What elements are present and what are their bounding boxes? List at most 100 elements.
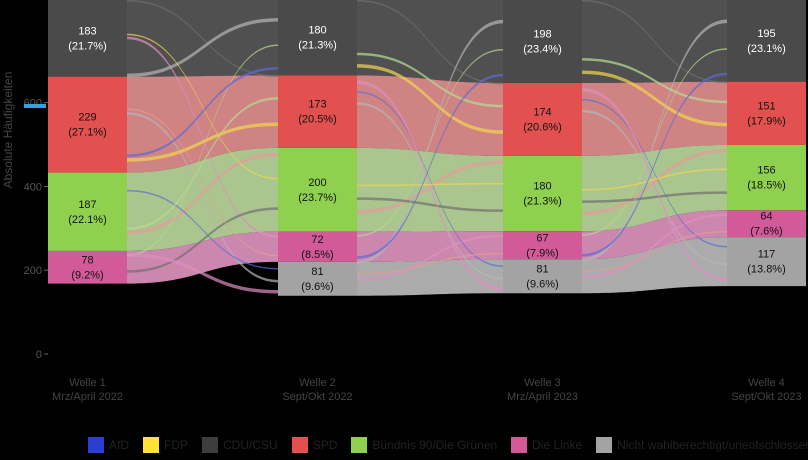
node-percent-label: (23.1%) <box>747 43 786 55</box>
node-percent-label: (13.8%) <box>747 264 786 276</box>
x-label-period: Mrz/April 2023 <box>507 391 578 403</box>
node-bar <box>727 0 806 82</box>
flow-strand <box>582 230 727 273</box>
flow-strand <box>127 207 278 273</box>
axis-marker <box>24 104 46 108</box>
node-count-label: 198 <box>533 28 551 40</box>
flow-strand <box>127 108 278 257</box>
legend-label: FDP <box>164 438 189 452</box>
node-bar <box>48 76 127 173</box>
flow-strand <box>127 112 278 283</box>
node-bar <box>278 147 357 232</box>
flow-strand <box>127 152 278 235</box>
legend: AfD FDP CDU/CSU SPD Bündnis 90/Die Grünen Die… <box>88 434 808 456</box>
flow-strand <box>582 168 727 191</box>
flow-strand <box>582 109 727 266</box>
node-bar <box>503 0 582 83</box>
y-tick-label: 200 <box>24 265 42 277</box>
node-count-label: 173 <box>308 99 326 111</box>
node-percent-label: (21.7%) <box>68 40 107 52</box>
flow-strand <box>127 36 278 238</box>
node-count-label: 229 <box>78 112 96 124</box>
node-bar <box>727 237 806 287</box>
node-percent-label: (21.3%) <box>523 196 562 208</box>
flow-strand <box>357 80 503 291</box>
flow-strand <box>357 91 503 267</box>
legend-item: SPD <box>291 437 337 453</box>
flow-strand <box>127 122 278 162</box>
node-percent-label: (9.6%) <box>526 278 558 290</box>
flow-strand <box>357 73 503 259</box>
flow-band <box>357 75 503 156</box>
x-label-wave: Welle 4 <box>748 377 784 389</box>
legend-label: Nicht wahlberechtigt/unentschlossen <box>617 438 808 452</box>
x-label-wave: Welle 1 <box>69 377 105 389</box>
legend-item: Die Linke <box>511 437 582 453</box>
flow-strand <box>582 0 727 84</box>
legend-item: CDU/CSU <box>202 437 278 453</box>
flows-layer <box>127 0 727 296</box>
node-percent-label: (9.2%) <box>71 269 103 281</box>
legend-item: FDP <box>143 437 188 453</box>
x-label-period: Sept/Okt 2023 <box>731 391 801 403</box>
node-count-label: 180 <box>308 25 326 37</box>
node-bar <box>503 259 582 294</box>
flow-band <box>582 81 727 156</box>
flow-strand <box>357 52 503 108</box>
legend-swatch <box>143 437 160 453</box>
flow-strand <box>127 33 278 180</box>
legend-label: Die Linke <box>532 438 583 452</box>
node-count-label: 151 <box>757 100 775 112</box>
flow-strand <box>357 19 503 265</box>
legend-item: Bündnis 90/Die Grünen <box>351 437 497 453</box>
node-percent-label: (23.7%) <box>298 192 337 204</box>
node-bar <box>503 82 582 156</box>
flow-strand <box>357 64 503 134</box>
y-tick-label: 400 <box>24 181 42 193</box>
x-label-wave: Welle 2 <box>299 377 335 389</box>
flow-strand <box>582 191 727 203</box>
node-bar <box>48 0 127 77</box>
node-percent-label: (9.6%) <box>301 281 333 293</box>
legend-swatch <box>88 437 104 453</box>
node-percent-label: (27.1%) <box>68 127 107 139</box>
node-percent-label: (20.5%) <box>298 114 337 126</box>
y-axis-label: Absolute Häufigkeiten <box>1 72 15 189</box>
node-count-label: 67 <box>536 232 548 244</box>
legend-swatch <box>202 437 219 453</box>
legend-swatch <box>291 437 308 453</box>
node-percent-label: (17.9%) <box>747 115 786 127</box>
node-count-label: 117 <box>758 249 776 261</box>
flow-strand <box>582 72 727 257</box>
flow-strand <box>127 97 278 230</box>
flow-strand <box>582 70 727 127</box>
flow-strand <box>357 252 503 275</box>
flow-strand <box>127 44 278 257</box>
x-axis-labels: Welle 1 Mrz/April 2022 Welle 2 Sept/Okt 202… <box>52 377 802 403</box>
node-count-label: 187 <box>78 199 96 211</box>
node-bar <box>727 144 806 211</box>
flow-strand <box>127 189 278 270</box>
flow-strand <box>357 234 503 281</box>
flow-strand <box>582 98 727 248</box>
node-count-label: 72 <box>311 234 323 246</box>
node-count-label: 195 <box>757 28 775 40</box>
node-bar <box>48 172 127 251</box>
x-label-period: Mrz/April 2022 <box>52 391 123 403</box>
legend-label: AfD <box>109 438 130 452</box>
nodes-layer: 183 (21.7%) 229 (27.1%) 187 (22.1%) 78 (9.2%) 18… <box>48 0 806 296</box>
flow-strand <box>582 148 727 216</box>
node-bar <box>727 81 806 145</box>
node-bar <box>503 231 582 260</box>
flow-strand <box>582 19 727 262</box>
node-count-label: 64 <box>760 211 772 223</box>
node-count-label: 156 <box>757 165 775 177</box>
flow-strand <box>127 18 278 78</box>
flow-strand <box>582 58 727 104</box>
legend-item: AfD <box>88 437 129 453</box>
node-count-label: 200 <box>308 177 326 189</box>
node-count-label: 174 <box>533 106 551 118</box>
flow-strand <box>357 102 503 280</box>
node-count-label: 81 <box>536 263 548 275</box>
